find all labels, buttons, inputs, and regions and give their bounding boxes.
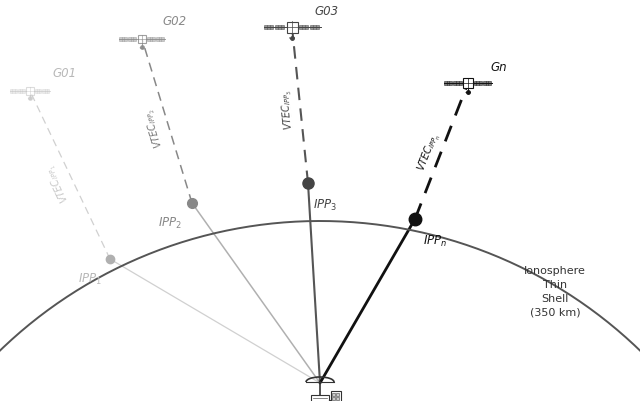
Text: Gn: Gn (490, 61, 507, 74)
Text: G01: G01 (52, 67, 76, 80)
Bar (336, 397, 339, 400)
Text: $IPP_n$: $IPP_n$ (423, 233, 447, 249)
Bar (474, 82, 482, 86)
Bar (119, 38, 127, 42)
Text: G02: G02 (162, 15, 186, 28)
Text: Ionosphere
Thin
Shell
(350 km): Ionosphere Thin Shell (350 km) (524, 265, 586, 317)
Text: $IPP_1$: $IPP_1$ (78, 271, 102, 286)
Bar (463, 79, 473, 89)
Bar (453, 82, 461, 86)
Bar (42, 90, 49, 93)
Text: $IPP_3$: $IPP_3$ (313, 198, 337, 213)
Bar (483, 82, 492, 86)
Bar (128, 38, 136, 42)
Text: $VTEC_{IPP_3}$: $VTEC_{IPP_3}$ (279, 89, 298, 130)
Bar (275, 26, 284, 30)
Text: G03: G03 (314, 5, 338, 18)
Bar (26, 88, 34, 95)
Bar (331, 391, 340, 401)
Bar (298, 26, 308, 30)
Bar (35, 90, 42, 93)
Bar (332, 397, 335, 400)
Text: $VTEC_{IPP_n}$: $VTEC_{IPP_n}$ (415, 130, 444, 173)
Bar (444, 82, 452, 86)
Text: $VTEC_{IPP_1}$: $VTEC_{IPP_1}$ (44, 161, 74, 204)
Bar (147, 38, 155, 42)
Bar (310, 26, 319, 30)
Text: $IPP_2$: $IPP_2$ (158, 215, 182, 231)
Bar (264, 26, 273, 30)
Bar (18, 90, 25, 93)
Bar (287, 22, 298, 33)
Bar (336, 393, 339, 396)
Bar (10, 90, 17, 93)
Bar (332, 393, 335, 396)
Bar (311, 395, 329, 401)
Text: $VTEC_{IPP_2}$: $VTEC_{IPP_2}$ (141, 106, 168, 149)
Bar (156, 38, 164, 42)
Bar (138, 36, 147, 44)
